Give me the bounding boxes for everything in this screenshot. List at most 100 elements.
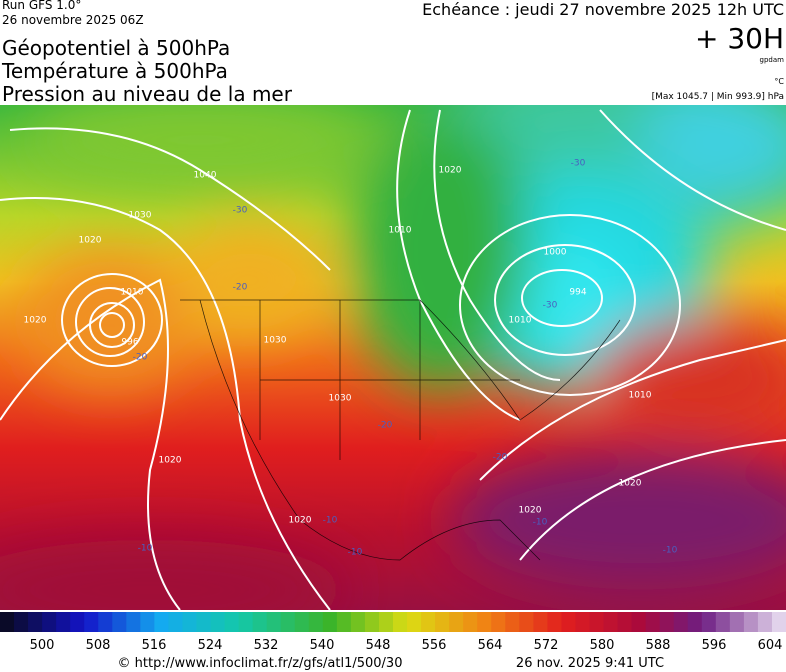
- title: Température à 500hPa: [1, 59, 228, 83]
- colorbar-swatch: [673, 612, 689, 632]
- colorbar-swatch: [519, 612, 534, 632]
- title: Pression au niveau de la mer: [2, 82, 293, 106]
- contour-label: 1000: [544, 248, 567, 258]
- colorbar-swatch: [56, 612, 71, 632]
- colorbar-swatch: [491, 612, 506, 632]
- colorbar-swatch: [393, 612, 408, 632]
- contour-label: -20: [133, 353, 148, 363]
- colorbar-swatch: [28, 612, 43, 632]
- contour-label: 1020: [439, 166, 462, 176]
- colorbar-label: 588: [646, 638, 671, 653]
- colorbar-swatch: [603, 612, 619, 632]
- colorbar-swatch: [547, 612, 562, 632]
- map: 1040 1030 1020 1020 1010 996 1020 1030 1030 1020 1…: [0, 105, 786, 610]
- contour-label: -10: [348, 548, 363, 558]
- pressure-range: [Max 1045.7 | Min 993.9] hPa: [652, 92, 784, 102]
- contour-label: -10: [663, 546, 678, 556]
- contour-label: 1020: [79, 236, 102, 246]
- colorbar-label: 508: [86, 638, 111, 653]
- colorbar-swatch: [210, 612, 226, 632]
- contour-label: 1020: [24, 316, 47, 326]
- colorbar-swatch: [252, 612, 268, 632]
- colorbar-swatch: [0, 612, 15, 632]
- run-date: 26 novembre 2025 06Z: [2, 13, 144, 27]
- contour-label: 1020: [519, 506, 542, 516]
- borders: [180, 299, 621, 561]
- colorbar-swatch: [589, 612, 605, 632]
- colorbar-swatch: [350, 612, 366, 632]
- colorbar-swatch: [687, 612, 703, 632]
- contour-label: 1020: [289, 516, 312, 526]
- contour-label: -10: [138, 544, 153, 554]
- contour-label: -30: [233, 206, 248, 216]
- colorbar-swatch: [575, 612, 590, 632]
- title: Géopotentiel à 500hPa: [2, 36, 230, 60]
- generated: 26 nov. 2025 9:41 UTC: [516, 656, 664, 671]
- colorbar-swatch: [308, 612, 324, 632]
- colorbar-label: 572: [534, 638, 559, 653]
- colorbar-swatch: [336, 612, 352, 632]
- colorbar-swatch: [70, 612, 85, 632]
- contour-label: -30: [543, 301, 558, 311]
- colorbar-swatch: [182, 612, 197, 632]
- colorbar-swatch: [463, 612, 478, 632]
- contour-label: 1010: [389, 226, 412, 236]
- colorbar-swatch: [98, 612, 113, 632]
- colorbar-swatch: [364, 612, 380, 632]
- contour-label: -20: [378, 421, 393, 431]
- colorbar-swatch: [701, 612, 717, 632]
- colorbar-label: 564: [478, 638, 503, 653]
- colorbar-swatch: [743, 612, 759, 632]
- temperature-field: [0, 105, 786, 610]
- lead-time: + 30H: [695, 22, 784, 55]
- contour-label: -20: [493, 453, 508, 463]
- colorbar-swatch: [645, 612, 661, 632]
- colorbar-swatch: [533, 612, 548, 632]
- contour-label: 1010: [509, 316, 532, 326]
- colorbar-swatch: [140, 612, 155, 632]
- colorbar-label: 604: [758, 638, 783, 653]
- contour-label: 1020: [619, 479, 642, 489]
- contour-label: 996: [121, 338, 138, 348]
- unit: °C: [774, 77, 784, 86]
- colorbar-swatch: [561, 612, 576, 632]
- colorbar-swatch: [505, 612, 520, 632]
- colorbar-swatch: [659, 612, 675, 632]
- colorbar-swatch: [421, 612, 436, 632]
- valid-time: Echéance : jeudi 27 novembre 2025 12h UT…: [422, 0, 784, 19]
- colorbar-swatch: [112, 612, 127, 632]
- unit: gpdam: [760, 56, 785, 64]
- colorbar-swatch: [224, 612, 240, 632]
- colorbar-label: 556: [422, 638, 447, 653]
- colorbar-swatch: [42, 612, 57, 632]
- contour-label: 1030: [329, 394, 352, 404]
- contour-label: 1010: [121, 288, 144, 298]
- run: Run GFS 1.0°: [2, 0, 81, 12]
- colorbar-swatch: [407, 612, 422, 632]
- contour-label: -10: [323, 516, 338, 526]
- colorbar-label: 540: [310, 638, 335, 653]
- colorbar-swatch: [378, 612, 394, 632]
- colorbar-swatch: [196, 612, 212, 632]
- colorbar-swatch: [631, 612, 647, 632]
- colorbar-label: 516: [142, 638, 167, 653]
- colorbar-label: 524: [198, 638, 223, 653]
- colorbar-swatch: [280, 612, 296, 632]
- colorbar-swatch: [322, 612, 338, 632]
- contour-label: 1020: [159, 456, 182, 466]
- colorbar-swatch: [477, 612, 492, 632]
- colorbar-swatch: [84, 612, 99, 632]
- colorbar-label: 596: [702, 638, 727, 653]
- colorbar-label: 500: [30, 638, 55, 653]
- source: © http://www.infoclimat.fr/z/gfs/atl1/50…: [118, 656, 403, 671]
- contour-label: 1030: [264, 336, 287, 346]
- contour-label: 994: [569, 288, 586, 298]
- colorbar-swatch: [435, 612, 450, 632]
- colorbar-swatch: [729, 612, 745, 632]
- contour-label: -30: [571, 159, 586, 169]
- colorbar-swatch: [126, 612, 141, 632]
- colorbar-swatch: [238, 612, 254, 632]
- colorbar-swatch: [168, 612, 183, 632]
